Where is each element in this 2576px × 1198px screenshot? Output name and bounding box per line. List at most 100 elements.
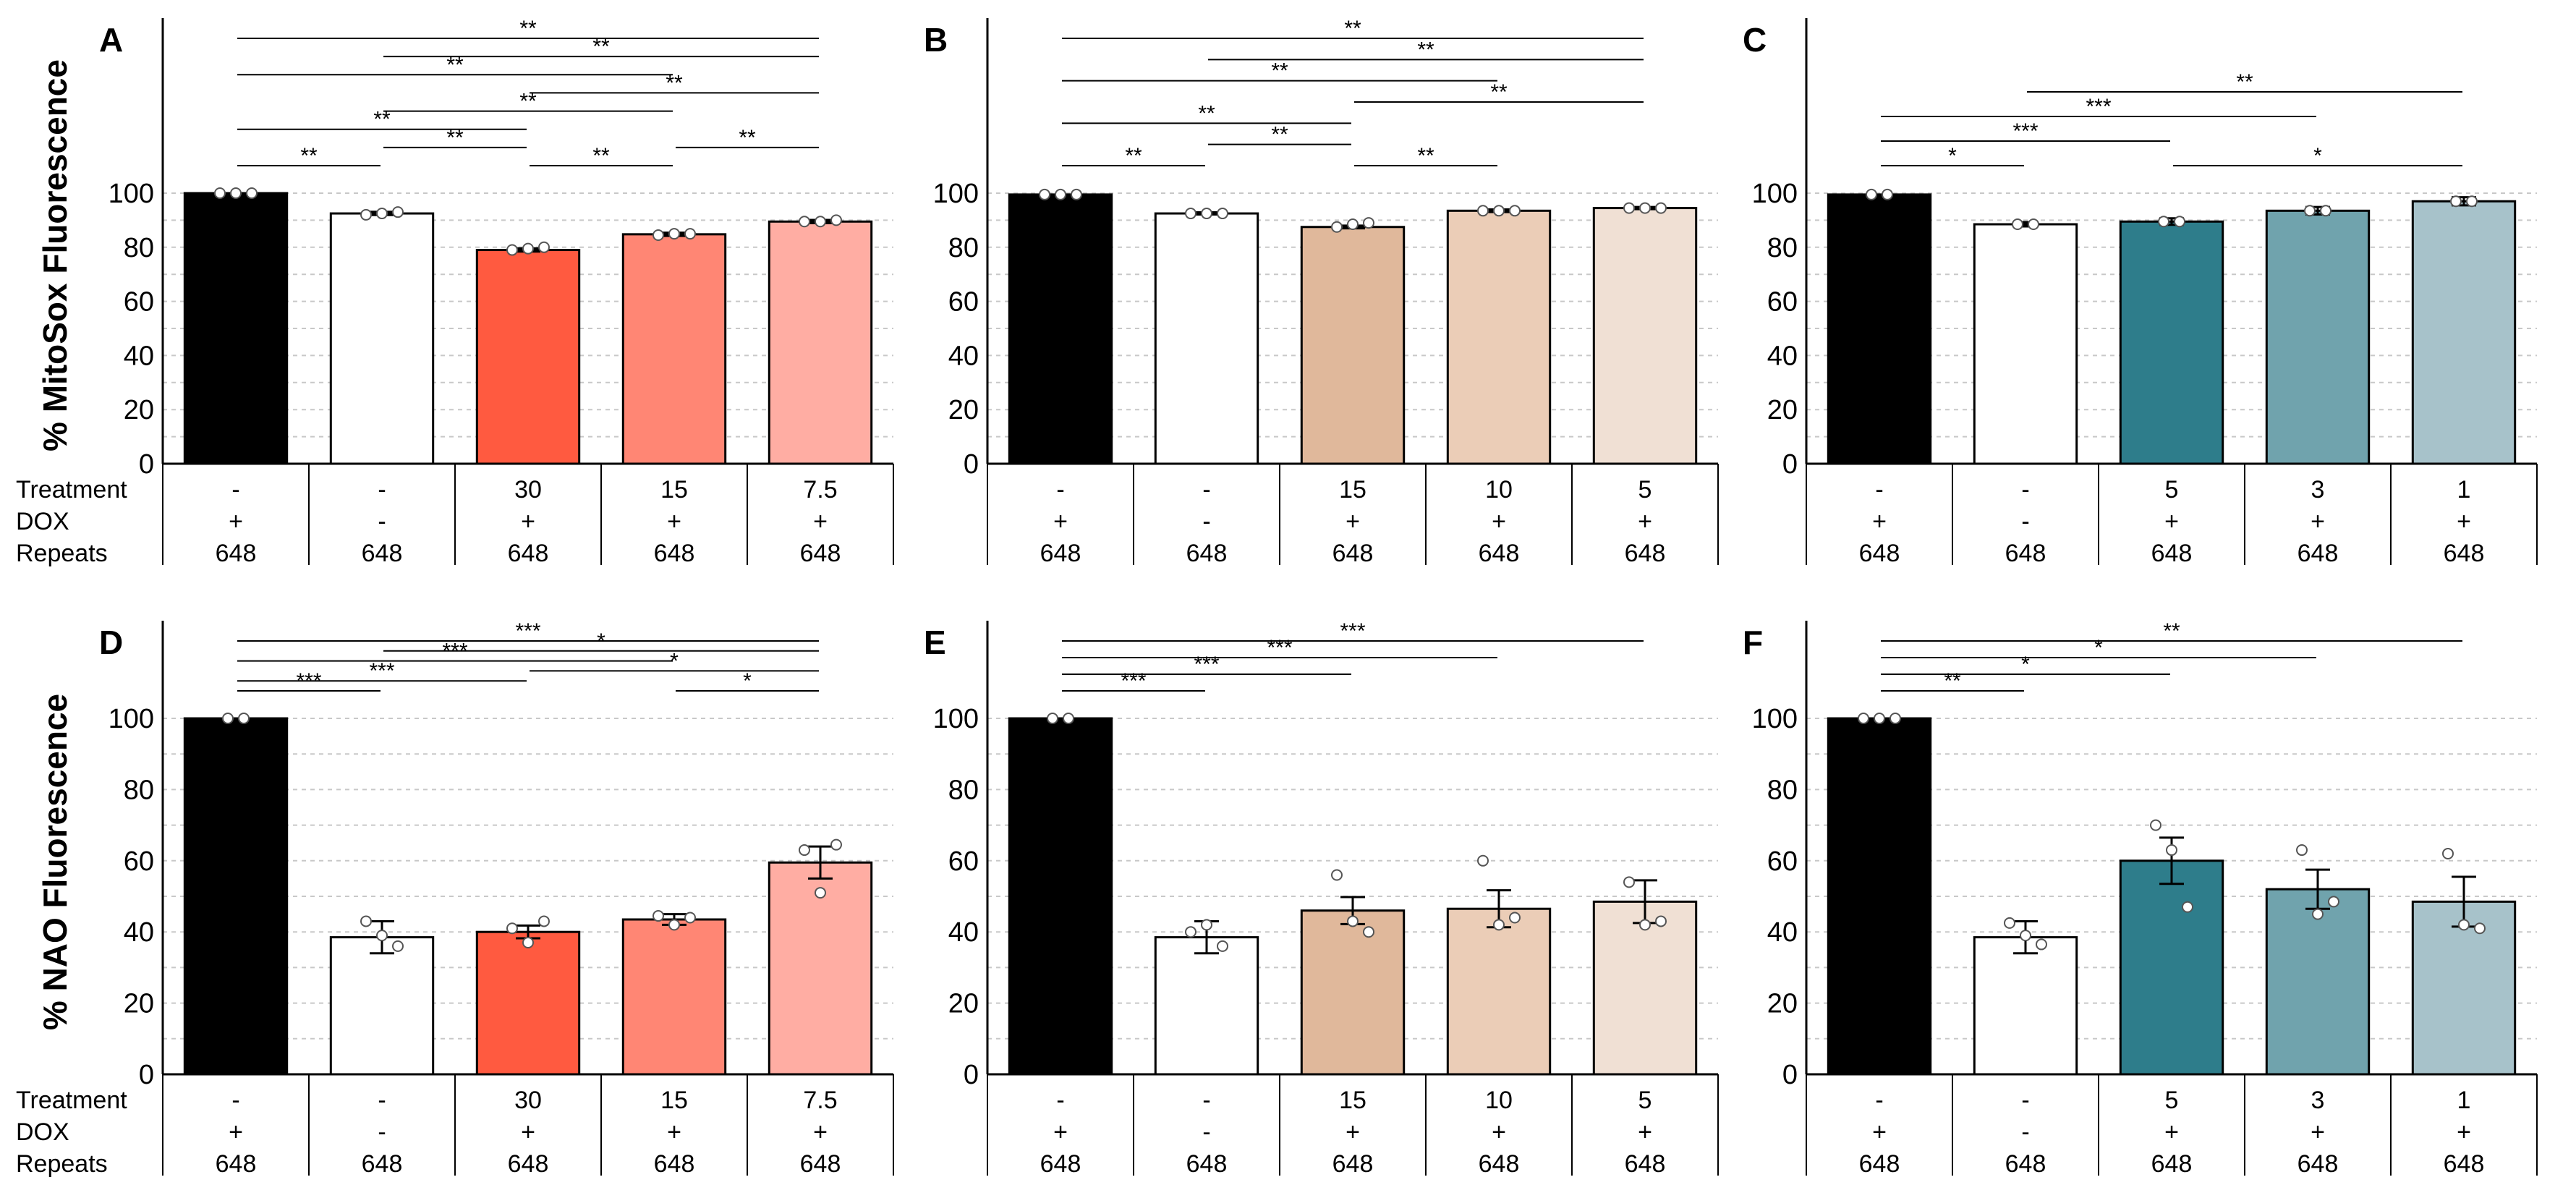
significance-label: * — [743, 669, 752, 693]
table-cell-treatment: 10 — [1485, 476, 1513, 504]
table-cell-dox: + — [2164, 1118, 2179, 1146]
table-cell-repeats: 648 — [2444, 540, 2485, 567]
table-cell-repeats: 648 — [2005, 1150, 2046, 1178]
table-cell-treatment: - — [2021, 476, 2029, 504]
data-point — [392, 940, 404, 952]
table-cell-repeats: 648 — [1859, 1150, 1900, 1178]
y-tick-label: 80 — [124, 775, 154, 805]
y-tick-label: 20 — [948, 989, 979, 1019]
table-cell-treatment: 5 — [2165, 476, 2179, 504]
significance-label: ** — [373, 108, 391, 132]
data-point — [1201, 208, 1212, 220]
bar-3 — [2119, 220, 2224, 465]
row-labels-2: Treatment DOX Repeats — [16, 1087, 127, 1178]
table-cell-repeats: 648 — [1040, 540, 1081, 567]
table-cell-dox: + — [1872, 508, 1887, 535]
table-cell-treatment: 5 — [2165, 1087, 2179, 1114]
significance-label: ** — [1417, 144, 1434, 168]
data-point — [668, 919, 680, 931]
table-cell-treatment: 7.5 — [803, 1087, 837, 1114]
data-point — [522, 936, 534, 948]
table-cell-dox: + — [667, 508, 681, 535]
table-cell-treatment: 7.5 — [803, 476, 837, 504]
y-tick-label: 0 — [1782, 449, 1798, 480]
data-point — [1039, 188, 1050, 200]
table-cell-treatment: 10 — [1485, 1087, 1513, 1114]
data-point — [815, 216, 826, 228]
y-tick-label: 40 — [948, 917, 979, 948]
table-cell-dox: - — [2021, 1118, 2029, 1146]
data-point — [1623, 202, 1635, 214]
data-point — [1655, 915, 1667, 927]
data-point — [538, 241, 550, 253]
data-point — [1047, 713, 1058, 724]
y-axis-label: % MitoSox Fluorescence — [36, 59, 74, 451]
y-tick-label: 20 — [124, 989, 154, 1019]
bar-5 — [1592, 207, 1698, 465]
significance-label: ** — [1125, 144, 1142, 168]
significance-label: ** — [446, 126, 464, 150]
bar-1 — [1008, 193, 1113, 465]
panel-A: A % MitoSox Fluorescence 0 20 40 60 80 100 - - 30 1… — [36, 17, 894, 567]
data-point — [1347, 218, 1359, 231]
data-point — [1331, 221, 1343, 233]
significance-label: ** — [446, 53, 464, 77]
y-axis-label: % NAO Fluorescence — [36, 694, 74, 1030]
table-cell-dox: + — [229, 1118, 243, 1146]
y-tick-label: 40 — [124, 341, 154, 371]
row-label-dox: DOX — [16, 1118, 69, 1146]
data-point — [2036, 938, 2047, 951]
data-point — [376, 930, 388, 942]
bar-4 — [2265, 209, 2371, 465]
y-tick-label: 80 — [1767, 775, 1798, 805]
significance-label: ** — [1271, 59, 1288, 83]
table-cell-repeats: 648 — [2297, 1150, 2339, 1178]
data-point — [214, 187, 226, 199]
table-cell-repeats: 648 — [1859, 540, 1900, 567]
y-tick-label: 40 — [948, 341, 979, 371]
data-point — [1882, 188, 1893, 200]
table-cell-repeats: 648 — [1186, 1150, 1228, 1178]
data-point — [2312, 908, 2324, 920]
significance-label: *** — [369, 659, 394, 683]
y-tick-label: 80 — [948, 775, 979, 805]
bar-2 — [329, 212, 435, 465]
table-cell-treatment: - — [1056, 476, 1064, 504]
table-cell-repeats: 648 — [1479, 1150, 1520, 1178]
table-cell-dox: + — [2311, 508, 2325, 535]
data-point — [1331, 869, 1343, 881]
bar-3 — [1300, 226, 1406, 465]
table-cell-dox: - — [378, 1118, 386, 1146]
data-point — [2296, 844, 2308, 857]
table-cell-dox: + — [813, 508, 828, 535]
row-label-repeats: Repeats — [16, 540, 108, 567]
data-point — [1509, 912, 1521, 924]
bar-5 — [2411, 200, 2517, 465]
data-point — [1217, 940, 1228, 952]
data-point — [392, 206, 404, 218]
y-tick-label: 0 — [139, 449, 154, 480]
data-point — [1363, 217, 1374, 229]
condition-table: - - 5 3 1 + - + + +648 648 648 648 648 — [1806, 1074, 2538, 1178]
data-point — [360, 915, 372, 927]
table-cell-repeats: 648 — [2151, 1150, 2193, 1178]
bar-2 — [1154, 212, 1259, 465]
data-point — [830, 214, 842, 226]
data-point — [1063, 713, 1074, 724]
panel-letter: B — [924, 21, 948, 59]
table-cell-treatment: - — [2021, 1087, 2029, 1114]
table-cell-repeats: 648 — [2151, 540, 2193, 567]
data-point — [1493, 919, 1505, 931]
significance-label: ** — [519, 17, 537, 41]
y-tick-label: 20 — [1767, 989, 1798, 1019]
bar-1 — [1008, 717, 1113, 1076]
data-point — [2158, 216, 2169, 228]
data-point — [1477, 854, 1489, 867]
y-tick-label: 20 — [1767, 395, 1798, 425]
data-point — [799, 844, 810, 857]
data-point — [2304, 205, 2316, 217]
significance-label: ** — [592, 35, 610, 59]
bar-4 — [2265, 888, 2371, 1076]
table-cell-repeats: 648 — [1479, 540, 1520, 567]
data-point — [1890, 713, 1901, 724]
